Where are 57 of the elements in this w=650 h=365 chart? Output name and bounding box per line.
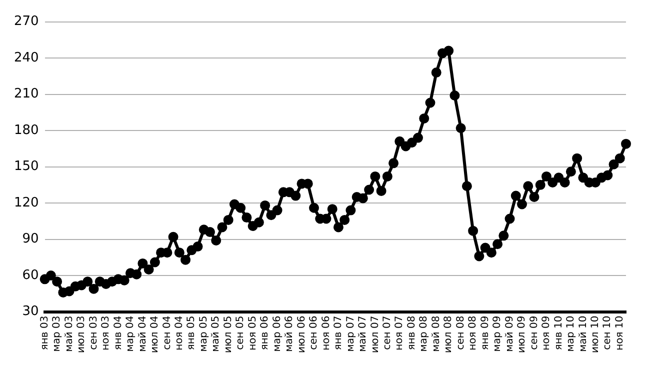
x-tick-label: май 08 [430,316,442,352]
x-tick-label: мар 09 [492,316,504,352]
x-tick-label: янв 10 [553,316,564,350]
y-tick-label: 240 [14,50,39,66]
x-tick-label: сен 04 [162,316,173,350]
x-tick-label: май 07 [358,316,369,352]
x-tick-label: янв 05 [186,316,198,350]
y-tick-label: 60 [22,268,39,283]
x-tick-label: янв 07 [333,316,344,350]
x-tick-label: сен 08 [455,316,466,350]
x-tick-label: июл 10 [590,316,602,354]
x-tick-label: сен 03 [88,316,100,350]
x-tick-label: мар 05 [198,316,210,352]
y-tick-label: 150 [14,159,39,174]
y-tick-label: 270 [14,14,39,30]
x-tick-label: сен 05 [235,316,246,350]
x-tick-label: май 04 [137,316,148,352]
x-tick-label: ноя 03 [100,316,112,350]
x-tick-label: июл 09 [516,316,528,354]
x-tick-label: янв 06 [260,316,271,350]
x-tick-label: мар 07 [345,316,356,352]
x-tick-label: мар 10 [566,316,577,352]
x-tick-label: ноя 05 [247,316,258,350]
y-tick-label: 120 [14,195,39,210]
x-tick-label: июл 07 [370,316,381,354]
x-tick-label: июл 03 [76,316,88,354]
x-tick-label: мар 08 [418,316,430,352]
x-tick-label: сен 06 [308,316,320,350]
x-tick-label: ноя 04 [174,316,185,350]
x-tick-label: янв 08 [406,316,418,350]
x-tick-label: июл 08 [443,316,454,354]
x-tick-label: июл 05 [222,316,234,354]
y-tick-label: 210 [14,86,39,102]
x-tick-label: янв 04 [112,316,124,350]
x-tick-label: ноя 09 [541,316,552,350]
y-tick-label: 180 [14,122,39,138]
y-tick-label: 90 [22,232,39,247]
x-tick-label: янв 09 [480,316,491,350]
x-tick-label: янв 03 [39,316,50,350]
x-tick-label: май 10 [578,316,589,352]
x-tick-label: сен 09 [528,316,540,350]
x-tick-label: сен 07 [382,316,393,350]
x-tick-label: ноя 10 [614,316,626,350]
x-tick-label: ноя 06 [320,316,332,350]
x-tick-label: май 09 [504,316,516,352]
x-tick-label: май 05 [210,316,222,352]
x-tick-label: мар 04 [125,316,136,352]
x-tick-label: сен 10 [602,316,614,350]
x-tick-label: май 06 [284,316,296,352]
x-tick-label: мар 06 [272,316,283,352]
x-tick-label: май 03 [64,316,75,352]
y-tick-label: 30 [22,304,39,320]
x-tick-label: июл 04 [150,316,161,354]
x-tick-label: июл 06 [296,316,308,354]
x-tick-label: мар 03 [52,316,63,352]
x-tick-label: ноя 07 [394,316,406,350]
x-tick-label: ноя 08 [468,316,479,350]
